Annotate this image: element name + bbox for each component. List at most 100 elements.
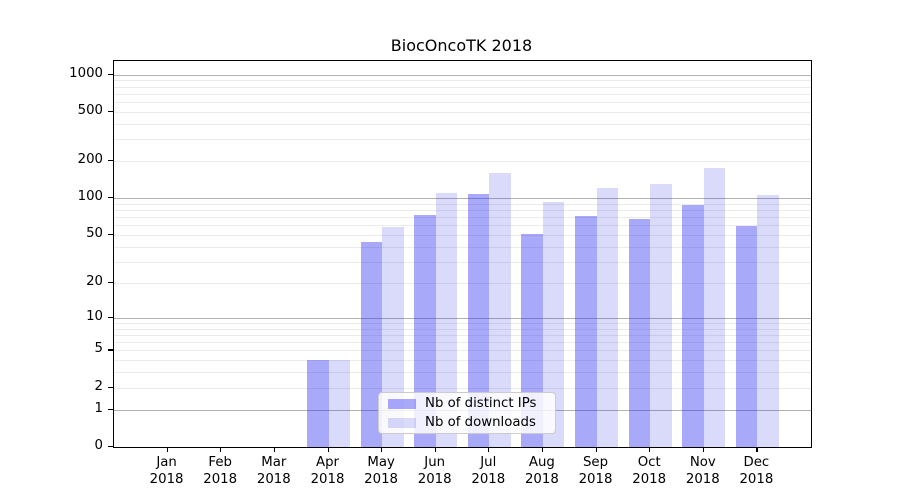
y-tick-mark xyxy=(108,349,113,351)
gridline-minor xyxy=(114,80,811,82)
x-tick-label-feb: Feb 2018 xyxy=(203,455,238,487)
x-tick-mark xyxy=(327,447,329,452)
bar-distinct-ips-apr xyxy=(307,360,329,447)
bar-downloads-oct xyxy=(650,184,672,447)
x-tick-label-jun: Jun 2018 xyxy=(417,455,452,487)
x-tick-label-nov: Nov 2018 xyxy=(685,455,720,487)
legend-swatch-distinct-ips xyxy=(388,398,416,409)
bar-downloads-dec xyxy=(757,195,779,447)
bar-layer xyxy=(114,61,811,447)
gridline-minor xyxy=(114,246,811,248)
bar-distinct-ips-dec xyxy=(735,226,758,447)
y-tick-label: 500 xyxy=(77,103,103,118)
x-tick-mark xyxy=(702,447,704,452)
grid-layer xyxy=(114,61,811,447)
y-tick-mark xyxy=(108,111,113,113)
x-tick-label-aug: Aug 2018 xyxy=(524,455,559,487)
x-tick-mark xyxy=(756,447,758,452)
x-tick-mark xyxy=(220,447,222,452)
gridline-minor xyxy=(114,387,811,389)
gridline-minor xyxy=(114,112,811,113)
gridline-major xyxy=(114,317,811,319)
bar-distinct-ips-jul xyxy=(467,194,490,447)
gridline-minor xyxy=(114,322,811,324)
bar-distinct-ips-nov xyxy=(682,204,704,447)
gridline-minor xyxy=(114,86,811,88)
gridline-minor xyxy=(114,342,811,344)
gridline-minor xyxy=(114,102,811,104)
x-tick-mark xyxy=(488,447,490,452)
gridline-minor xyxy=(114,217,811,219)
y-tick-mark xyxy=(108,316,113,318)
gridline-minor xyxy=(114,203,811,205)
legend-label-distinct-ips: Nb of distinct IPs xyxy=(425,396,537,411)
gridline-minor xyxy=(114,139,811,141)
y-tick-mark xyxy=(108,281,113,284)
legend-swatch-downloads xyxy=(388,417,416,428)
gridline-minor xyxy=(114,350,811,352)
x-tick-label-dec: Dec 2018 xyxy=(739,455,774,487)
legend: Nb of distinct IPs Nb of downloads xyxy=(378,392,556,434)
legend-row: Nb of distinct IPs xyxy=(388,396,546,411)
gridline-minor xyxy=(114,225,811,227)
x-tick-label-jul: Jul 2018 xyxy=(471,455,506,487)
gridline-minor xyxy=(114,372,811,374)
gridline-minor xyxy=(114,334,811,336)
y-tick-label: 0 xyxy=(94,438,103,453)
x-tick-label-mar: Mar 2018 xyxy=(256,455,291,487)
x-tick-mark xyxy=(541,447,544,452)
y-tick-mark xyxy=(108,408,113,410)
x-tick-label-oct: Oct 2018 xyxy=(632,455,667,487)
bar-distinct-ips-jun xyxy=(414,215,436,447)
y-tick-label: 200 xyxy=(77,152,103,168)
legend-row: Nb of downloads xyxy=(388,415,546,430)
bar-distinct-ips-oct xyxy=(628,218,651,447)
bar-downloads-jun xyxy=(435,193,458,447)
bar-downloads-nov xyxy=(703,167,726,447)
y-tick-label: 100 xyxy=(77,189,103,205)
gridline-minor xyxy=(114,93,811,95)
y-tick-mark xyxy=(108,73,113,75)
chart-title: BiocOncoTK 2018 xyxy=(390,36,533,55)
legend-label-downloads: Nb of downloads xyxy=(425,415,536,430)
y-tick-label: 2 xyxy=(94,378,103,394)
x-tick-mark xyxy=(166,447,168,452)
x-tick-mark xyxy=(649,447,651,452)
gridline-minor xyxy=(114,328,811,330)
gridline-minor xyxy=(114,210,811,212)
y-tick-label: 1 xyxy=(94,400,103,416)
x-tick-label-may: May 2018 xyxy=(364,455,399,487)
x-tick-label-apr: Apr 2018 xyxy=(310,455,345,487)
gridline-minor xyxy=(114,360,811,362)
bar-distinct-ips-may xyxy=(360,241,383,447)
bar-downloads-jul xyxy=(489,172,511,447)
gridline-major xyxy=(114,198,811,200)
x-tick-mark xyxy=(381,447,383,452)
y-tick-mark xyxy=(108,234,113,236)
y-tick-label: 1000 xyxy=(69,65,103,81)
y-tick-mark xyxy=(108,160,113,162)
gridline-minor xyxy=(114,261,811,263)
y-tick-label: 5 xyxy=(94,341,103,357)
bar-distinct-ips-sep xyxy=(575,215,597,447)
gridline-minor xyxy=(114,282,811,284)
y-tick-label: 10 xyxy=(86,308,103,324)
bar-downloads-aug xyxy=(542,202,565,447)
gridline-minor xyxy=(114,123,811,125)
y-tick-label: 50 xyxy=(86,226,103,242)
x-tick-label-sep: Sep 2018 xyxy=(578,455,613,487)
plot-area: Nb of distinct IPs Nb of downloads xyxy=(113,60,812,448)
x-tick-label-jan: Jan 2018 xyxy=(149,455,184,487)
y-tick-label: 20 xyxy=(86,273,103,289)
y-tick-mark xyxy=(108,197,113,199)
y-tick-mark xyxy=(108,386,113,388)
bar-downloads-sep xyxy=(596,187,618,447)
x-tick-mark xyxy=(434,447,436,452)
bar-downloads-apr xyxy=(328,360,350,447)
gridline-minor xyxy=(114,161,811,163)
x-tick-mark xyxy=(273,447,275,452)
x-tick-mark xyxy=(595,447,597,452)
gridline-minor xyxy=(114,235,811,237)
gridline-major xyxy=(114,74,811,76)
